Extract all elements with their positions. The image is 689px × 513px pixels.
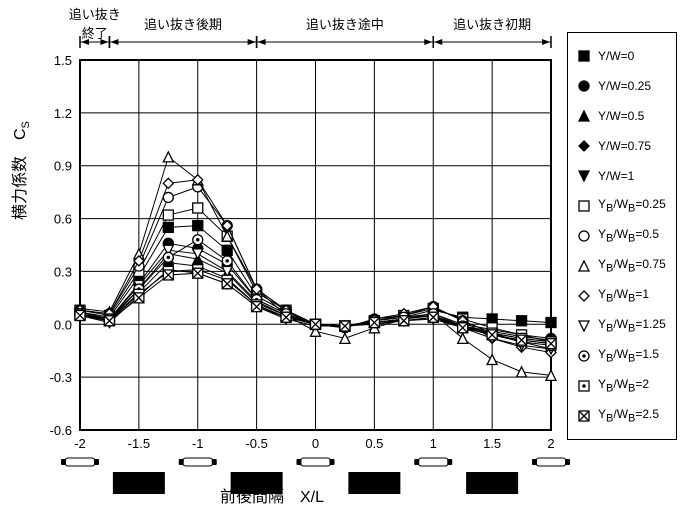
y-tick-label: 0.3: [54, 264, 72, 279]
legend-item: Y/W=0.5: [574, 101, 670, 131]
vehicle-icon: [536, 458, 566, 466]
x-axis-label: 前後間隔 X/L: [220, 483, 324, 507]
legend-item: YB/WB=1: [574, 281, 670, 311]
legend-item: YB/WB=2.5: [574, 401, 670, 431]
vehicle-icon: [65, 458, 95, 466]
block-icon: [113, 472, 165, 494]
x-tick-label: 1.5: [483, 436, 501, 451]
y-axis-label-text: 横力係数 C: [12, 128, 29, 220]
legend-marker-icon: [574, 286, 594, 306]
legend-label: YB/WB=0.75: [598, 257, 666, 274]
legend-marker-icon: [574, 196, 594, 216]
y-axis-label: 横力係数 CS: [6, 121, 32, 220]
legend-label: Y/W=0.75: [598, 139, 651, 153]
block-icon: [466, 472, 518, 494]
legend-marker-icon: [574, 76, 594, 96]
legend-marker-icon: [574, 256, 594, 276]
legend-label: YB/WB=1.25: [598, 317, 666, 334]
legend-item: Y/W=0.25: [574, 71, 670, 101]
vehicle-icon: [301, 458, 331, 466]
legend-label: Y/W=0.5: [598, 109, 644, 123]
legend-marker-icon: [574, 136, 594, 156]
legend-marker-icon: [574, 226, 594, 246]
phase-arrow-right: [424, 39, 432, 45]
chart-stage: 追い抜き終了追い抜き後期 追い抜き途中 追い抜き初期 -2 -1.5 -1 -0.5 0 0.…: [0, 0, 689, 513]
legend-label: YB/WB=1.5: [598, 347, 659, 364]
vehicle-icon: [179, 459, 184, 465]
x-tick-label: 2: [547, 436, 554, 451]
legend-item: YB/WB=1.25: [574, 311, 670, 341]
x-tick-label: -1.5: [128, 436, 150, 451]
block-icon: [348, 472, 400, 494]
legend-marker-icon: [574, 316, 594, 336]
vehicle-icon: [565, 459, 570, 465]
vehicle-icon: [532, 459, 537, 465]
phase-label: 追い抜き初期: [452, 14, 532, 33]
x-tick-label: -0.5: [245, 436, 267, 451]
legend-item: YB/WB=1.5: [574, 341, 670, 371]
y-tick-label: 0.9: [54, 159, 72, 174]
vehicle-icon: [183, 458, 213, 466]
phase-label: 追い抜き終了: [55, 4, 135, 42]
legend-marker-icon: [574, 406, 594, 426]
legend-label: Y/W=1: [598, 169, 634, 183]
legend-item: YB/WB=0.5: [574, 221, 670, 251]
legend-item: Y/W=1: [574, 161, 670, 191]
phase-label: 追い抜き途中: [305, 14, 385, 33]
x-tick-label: -1: [192, 436, 204, 451]
legend-marker-icon: [574, 46, 594, 66]
vehicle-icon: [418, 458, 448, 466]
vehicle-icon: [212, 459, 217, 465]
legend-item: YB/WB=0.25: [574, 191, 670, 221]
legend-item: YB/WB=2: [574, 371, 670, 401]
legend-label: YB/WB=0.5: [598, 227, 659, 244]
y-tick-label: -0.6: [50, 423, 72, 438]
legend-label: Y/W=0: [598, 49, 634, 63]
vehicle-icon: [297, 459, 302, 465]
phase-arrow-left: [434, 39, 442, 45]
legend-marker-icon: [574, 166, 594, 186]
vehicle-icon: [330, 459, 335, 465]
legend-label: YB/WB=2.5: [598, 407, 659, 424]
y-tick-label: -0.3: [50, 370, 72, 385]
legend-marker-icon: [574, 376, 594, 396]
legend-marker-icon: [574, 346, 594, 366]
legend-item: Y/W=0.75: [574, 131, 670, 161]
vehicle-icon: [447, 459, 452, 465]
legend-item: Y/W=0: [574, 41, 670, 71]
phase-label: 追い抜き後期: [143, 14, 223, 33]
legend-label: YB/WB=2: [598, 377, 649, 394]
vehicle-icon: [61, 459, 66, 465]
vehicle-icon: [94, 459, 99, 465]
x-tick-label: 1: [430, 436, 437, 451]
legend-label: YB/WB=0.25: [598, 197, 666, 214]
legend-label: Y/W=0.25: [598, 79, 651, 93]
y-tick-label: 1.5: [54, 53, 72, 68]
legend-label: YB/WB=1: [598, 287, 649, 304]
legend: Y/W=0 Y/W=0.25 Y/W=0.5 Y/W=0.75 Y/W=1 YB/WB=0…: [567, 32, 677, 440]
x-tick-label: -2: [74, 436, 86, 451]
x-tick-label: 0: [312, 436, 319, 451]
y-tick-label: 0.6: [54, 212, 72, 227]
legend-item: YB/WB=0.75: [574, 251, 670, 281]
phase-arrow-left: [258, 39, 266, 45]
vehicle-icon: [414, 459, 419, 465]
legend-marker-icon: [574, 106, 594, 126]
y-tick-label: 1.2: [54, 106, 72, 121]
phase-arrow-right: [542, 39, 550, 45]
y-tick-label: 0.0: [54, 317, 72, 332]
phase-arrow-right: [248, 39, 256, 45]
x-tick-label: 0.5: [365, 436, 383, 451]
